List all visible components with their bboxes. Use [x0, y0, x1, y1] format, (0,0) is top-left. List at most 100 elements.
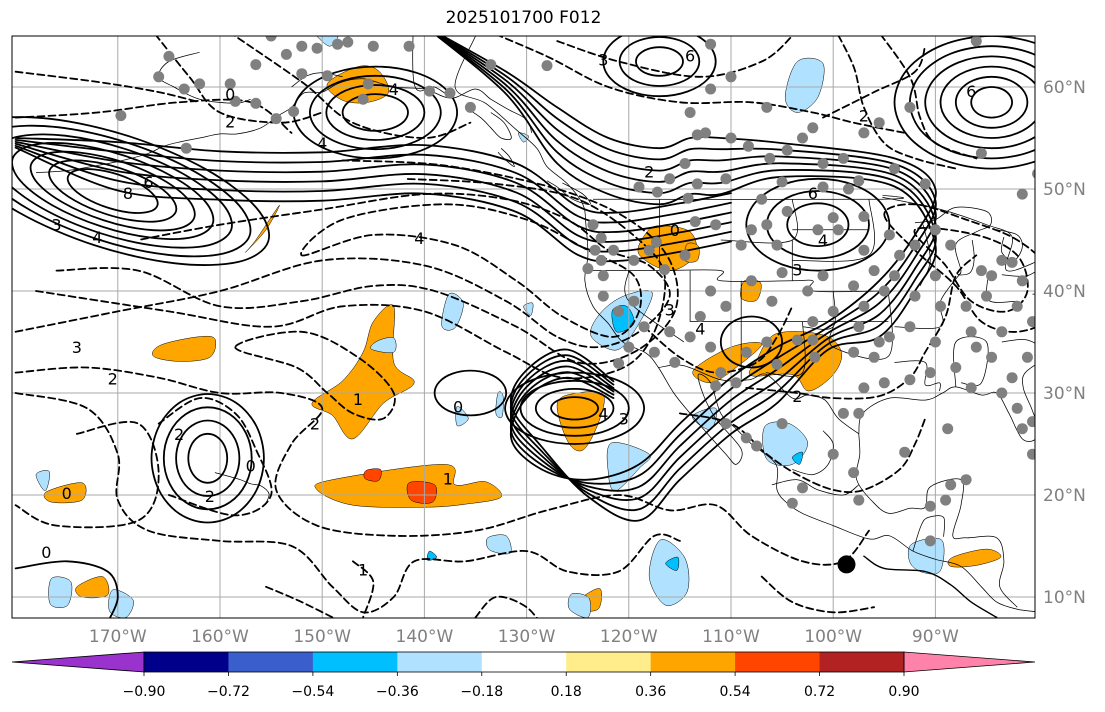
station-dot — [321, 70, 333, 82]
contour-dashed — [822, 45, 927, 119]
coastline — [894, 272, 962, 329]
station-dot — [771, 358, 783, 370]
station-dot — [595, 254, 607, 266]
station-dot — [288, 106, 300, 117]
coastline — [1001, 339, 1035, 344]
contour-solid — [786, 202, 850, 248]
contour-solid — [441, 36, 937, 481]
station-dot — [868, 265, 880, 277]
station-dot — [986, 270, 998, 282]
station-dot — [720, 300, 732, 312]
station-dot — [650, 236, 662, 248]
station-dot — [296, 40, 308, 52]
shaded-area — [75, 576, 110, 599]
contour-solid — [14, 560, 119, 618]
contour-solid — [175, 419, 241, 497]
coastline — [792, 430, 834, 476]
station-dot — [766, 295, 778, 307]
coastline — [214, 472, 270, 506]
contour-value-label: 8 — [123, 184, 133, 203]
station-dot — [682, 192, 694, 204]
station-dot — [589, 244, 601, 256]
station-dot — [250, 59, 262, 71]
station-dot — [809, 351, 821, 363]
station-dot — [904, 321, 916, 333]
station-dot — [929, 224, 941, 236]
colorbar-tick-label: 0.90 — [888, 684, 919, 700]
shaded-area — [784, 57, 825, 113]
shaded-area — [363, 468, 382, 482]
shaded-area — [152, 335, 217, 362]
contour-value-label: 0 — [453, 397, 463, 416]
colorbar-tick-label: 0.18 — [551, 684, 582, 700]
station-dot — [710, 380, 722, 392]
station-dot — [1016, 275, 1028, 287]
shaded-area — [648, 539, 690, 606]
contour-solid — [14, 139, 732, 224]
shaded-area — [947, 548, 1002, 568]
coastline — [412, 36, 451, 98]
contour-value-label: 4 — [695, 320, 705, 339]
contour-dashed — [35, 177, 667, 380]
station-dot — [868, 351, 880, 363]
station-dot — [940, 494, 952, 506]
contour-value-label: 0 — [225, 85, 235, 104]
contour-solid — [12, 124, 252, 258]
station-dot — [894, 249, 906, 261]
contour-value-label: 2 — [225, 113, 235, 132]
station-dot — [827, 305, 839, 317]
station-dot — [817, 181, 829, 193]
station-dot — [1042, 331, 1053, 342]
contour-value-label: 4 — [414, 229, 424, 248]
station-dot — [679, 249, 691, 261]
contour-solid — [14, 137, 732, 214]
coastline — [592, 194, 904, 200]
station-dot — [858, 300, 870, 312]
station-dot — [664, 173, 676, 185]
station-dot — [613, 357, 625, 369]
lat-tick-label: 20°N — [1043, 486, 1086, 506]
station-dot — [812, 224, 824, 236]
station-dot — [705, 285, 717, 297]
colorbar-tick-label: −0.18 — [460, 684, 503, 700]
colorbar-segment — [650, 652, 736, 672]
station-dot — [180, 142, 192, 154]
station-dot — [848, 280, 860, 292]
station-dot — [761, 101, 773, 113]
shaded-area — [370, 337, 397, 354]
contour-value-label: 6 — [808, 184, 818, 203]
station-dot — [705, 83, 717, 95]
station-dot — [1021, 351, 1033, 363]
station-dot — [781, 205, 793, 217]
longitude-labels: 170°W 160°W 150°W 140°W 130°W 120°W 110°W 100°W… — [89, 627, 959, 647]
station-dot — [858, 211, 870, 222]
station-dot — [740, 432, 752, 444]
station-dot — [725, 71, 737, 83]
contour-solid — [437, 36, 937, 501]
station-dot — [761, 336, 773, 348]
station-dot — [764, 152, 776, 164]
contour-value-label: 0 — [670, 221, 680, 240]
lat-tick-label: 30°N — [1043, 384, 1086, 404]
station-dot — [424, 85, 435, 97]
station-dot — [643, 244, 655, 256]
shaded-area — [567, 592, 591, 618]
station-dot — [945, 239, 957, 251]
contour-dashed — [556, 36, 794, 78]
contour-dashed — [497, 36, 906, 134]
shaded-area — [406, 481, 437, 504]
colorbar-frame — [143, 651, 905, 673]
contour-solid — [602, 36, 717, 98]
colorbar-tick-label: 0.54 — [720, 684, 751, 700]
station-dot — [691, 129, 703, 141]
station-dot — [832, 224, 844, 236]
contour-dashed — [300, 203, 643, 338]
station-dot — [960, 474, 972, 486]
contour-value-label: 4 — [389, 80, 399, 99]
colorbar-tick-label: 0.36 — [635, 684, 666, 700]
station-dot — [595, 232, 607, 244]
contour-solid — [14, 144, 732, 253]
station-dot — [776, 176, 788, 188]
colorbar-tick-label: −0.90 — [123, 684, 166, 700]
station-dot — [684, 331, 696, 343]
